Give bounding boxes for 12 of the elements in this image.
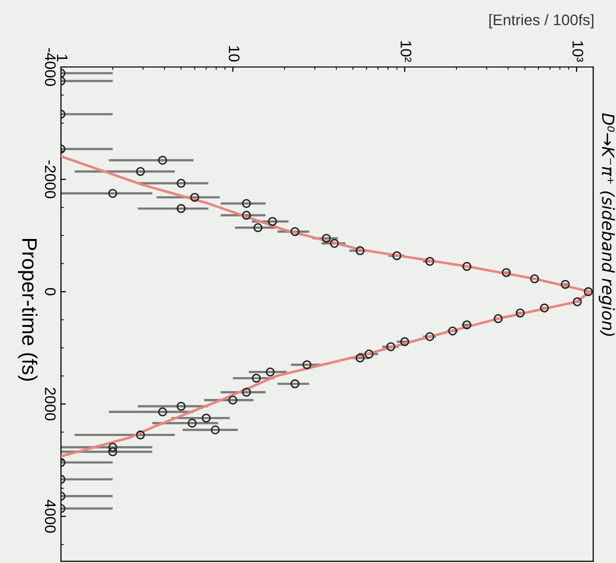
x-axis-title: [Entries / 100fs] xyxy=(489,14,594,28)
text: D⁰→K⁻π⁺ (sideband region) xyxy=(598,113,615,336)
y-axis-title: Proper-time (fs) xyxy=(18,239,38,381)
y-tick-label: -4000 xyxy=(44,48,56,86)
y-tick-label: 4000 xyxy=(44,500,56,533)
y-tick-label: -2000 xyxy=(44,160,56,198)
x-tick-label: 10² xyxy=(400,41,412,62)
x-tick-label: 10 xyxy=(228,46,240,62)
x-tick-label: 10³ xyxy=(572,41,584,62)
x-tick-label: 1 xyxy=(57,54,68,62)
y-tick-label: 2000 xyxy=(44,388,56,420)
y-tick-label: 0 xyxy=(44,288,56,296)
